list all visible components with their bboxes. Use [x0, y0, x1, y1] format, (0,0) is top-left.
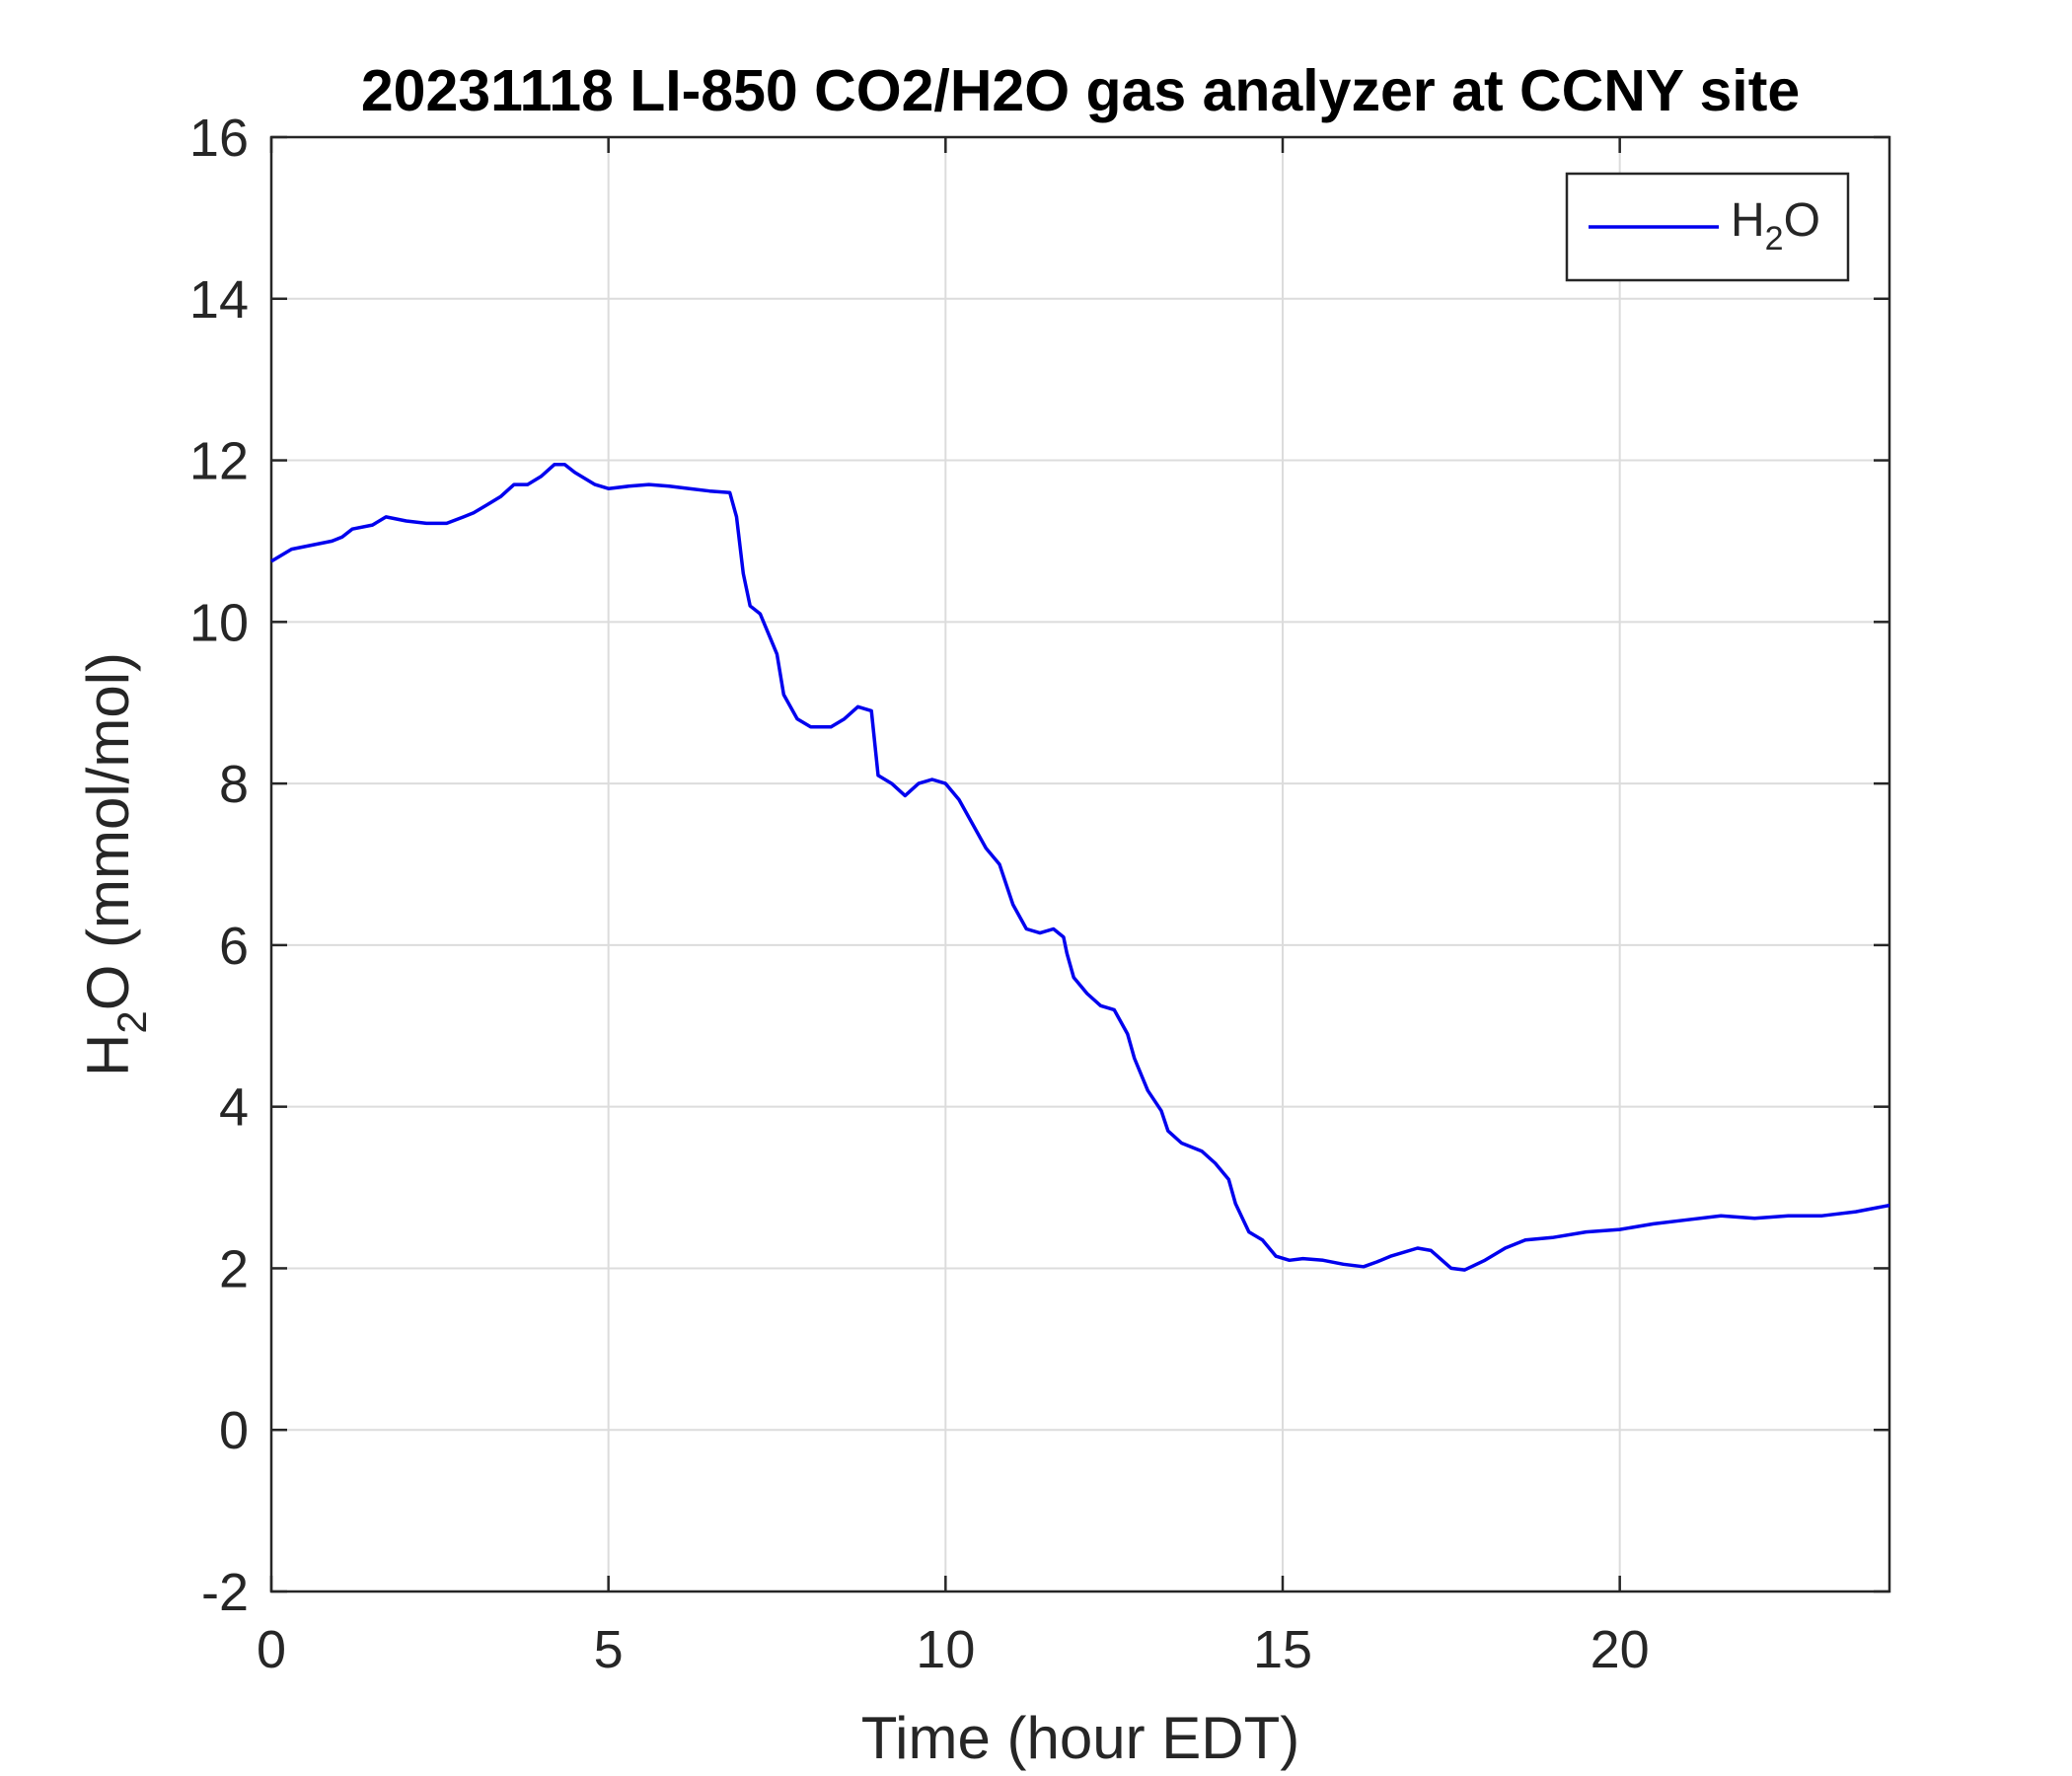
series-layer — [270, 462, 1890, 1272]
x-axis-label: Time (hour EDT) — [861, 1705, 1300, 1771]
tick-marks — [269, 135, 1889, 1593]
legend-label-subscript: 2 — [1765, 220, 1784, 258]
y-tick-label: 14 — [189, 270, 249, 330]
axes-box — [269, 135, 1891, 1593]
y-label-main: H — [75, 1034, 141, 1076]
y-tick-label: 4 — [219, 1078, 249, 1138]
y-axis-label: H2O (mmol/mol) — [75, 652, 155, 1076]
chart-title: 20231118 LI-850 CO2/H2O gas analyzer at … — [361, 58, 1800, 123]
grid-lines — [271, 137, 1889, 1591]
y-tick-label: 16 — [189, 109, 249, 168]
y-tick-label: -2 — [201, 1563, 249, 1622]
y-label-subscript: 2 — [109, 1010, 155, 1033]
x-tick-label: 10 — [916, 1620, 975, 1679]
x-tick-label: 20 — [1591, 1620, 1650, 1679]
legend-label-h2o: H2O — [1731, 194, 1820, 258]
y-tick-label: 2 — [219, 1239, 249, 1298]
legend-label-rest: O — [1784, 194, 1820, 247]
y-tick-label: 12 — [189, 432, 249, 491]
x-tick-label: 5 — [594, 1620, 624, 1679]
legend: H2O — [1565, 172, 1850, 282]
y-tick-label: 10 — [189, 593, 249, 652]
y-tick-label: 0 — [219, 1401, 249, 1460]
y-tick-label: 8 — [219, 755, 249, 814]
x-tick-label: 0 — [257, 1620, 286, 1679]
legend-label-main: H — [1731, 194, 1765, 247]
y-tick-label: 6 — [219, 917, 249, 976]
x-tick-label: 15 — [1253, 1620, 1312, 1679]
series-line-h2o — [270, 462, 1890, 1272]
y-label-rest: O (mmol/mol) — [75, 652, 141, 1010]
